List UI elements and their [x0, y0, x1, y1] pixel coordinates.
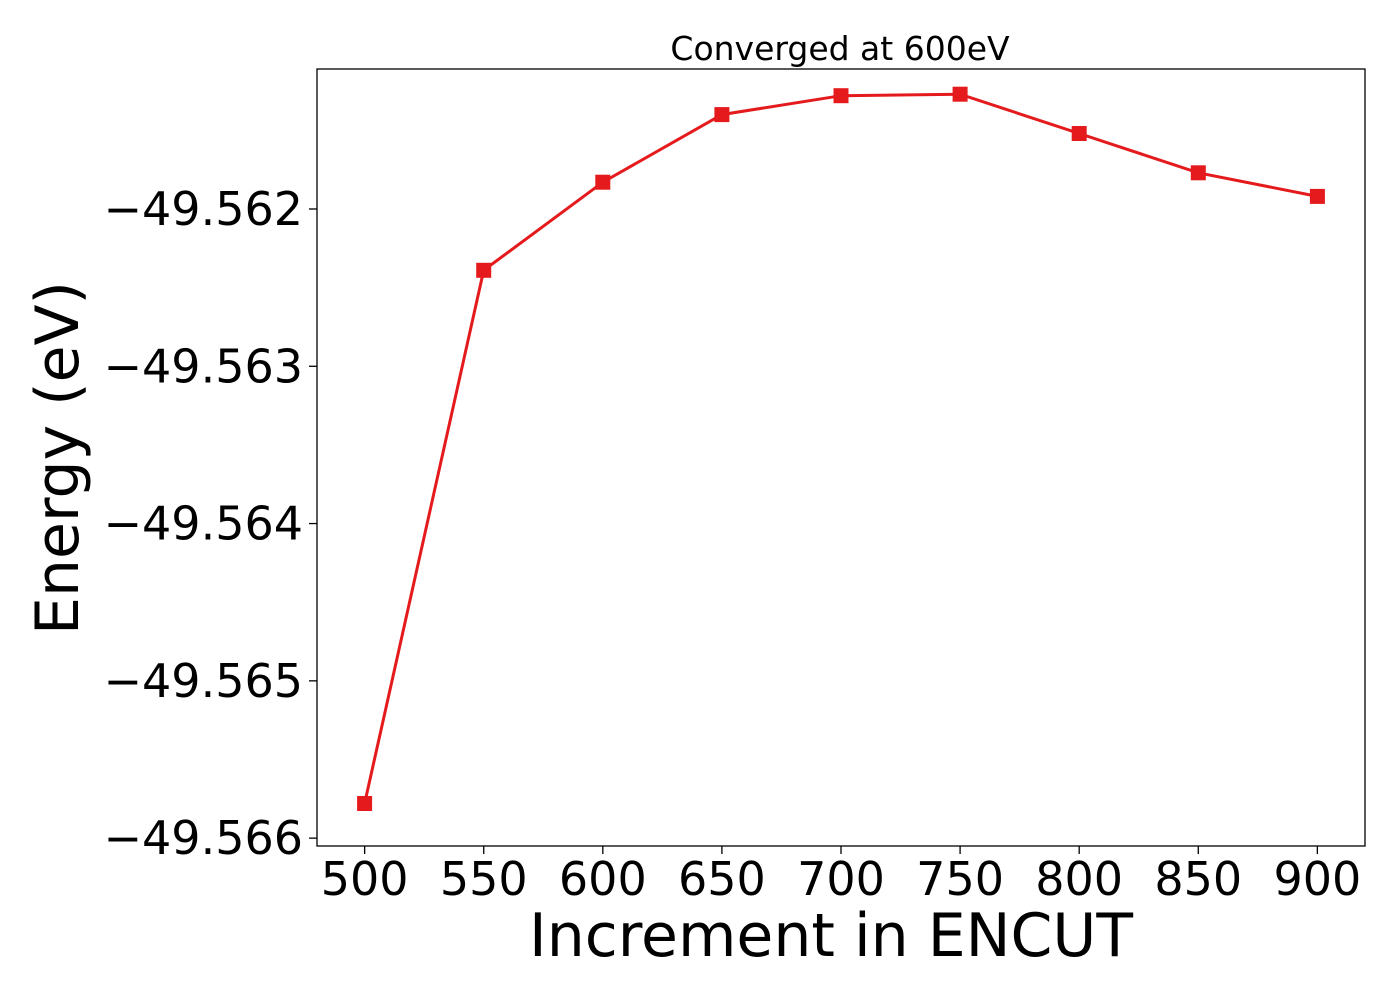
data-point-marker: [595, 174, 611, 190]
y-tick-label: −49.566: [104, 811, 304, 865]
x-tick-label: 700: [797, 852, 885, 906]
data-point-marker: [1309, 188, 1325, 204]
y-tick-label: −49.565: [104, 654, 304, 708]
x-axis: 500 550 600 650 700 750 800 850 900: [321, 846, 1361, 906]
plot-area: [316, 68, 1366, 847]
y-tick-label: −49.562: [104, 182, 304, 236]
x-tick-label: 850: [1154, 852, 1242, 906]
data-point-marker: [952, 86, 968, 102]
chart-title: Converged at 600eV: [670, 29, 1010, 68]
x-tick-label: 900: [1273, 852, 1361, 906]
x-tick-label: 500: [321, 852, 409, 906]
x-tick-label: 750: [916, 852, 1004, 906]
x-tick-label: 650: [678, 852, 766, 906]
x-tick-label: 600: [559, 852, 647, 906]
data-point-marker: [1190, 165, 1206, 181]
data-point-marker: [1071, 126, 1087, 141]
data-point-marker: [476, 262, 492, 278]
y-tick-label: −49.563: [104, 339, 304, 393]
x-tick-label: 800: [1035, 852, 1123, 906]
data-point-marker: [357, 796, 373, 811]
data-point-marker: [714, 107, 730, 123]
y-axis: −49.566 −49.565 −49.564 −49.563 −49.562: [104, 182, 317, 865]
y-tick-label: −49.564: [104, 497, 304, 551]
x-axis-label: Increment in ENCUT: [529, 901, 1133, 971]
x-tick-label: 550: [440, 852, 528, 906]
y-axis-label: Energy (eV): [23, 281, 93, 635]
data-point-marker: [833, 88, 849, 104]
series-markers: [357, 86, 1325, 811]
